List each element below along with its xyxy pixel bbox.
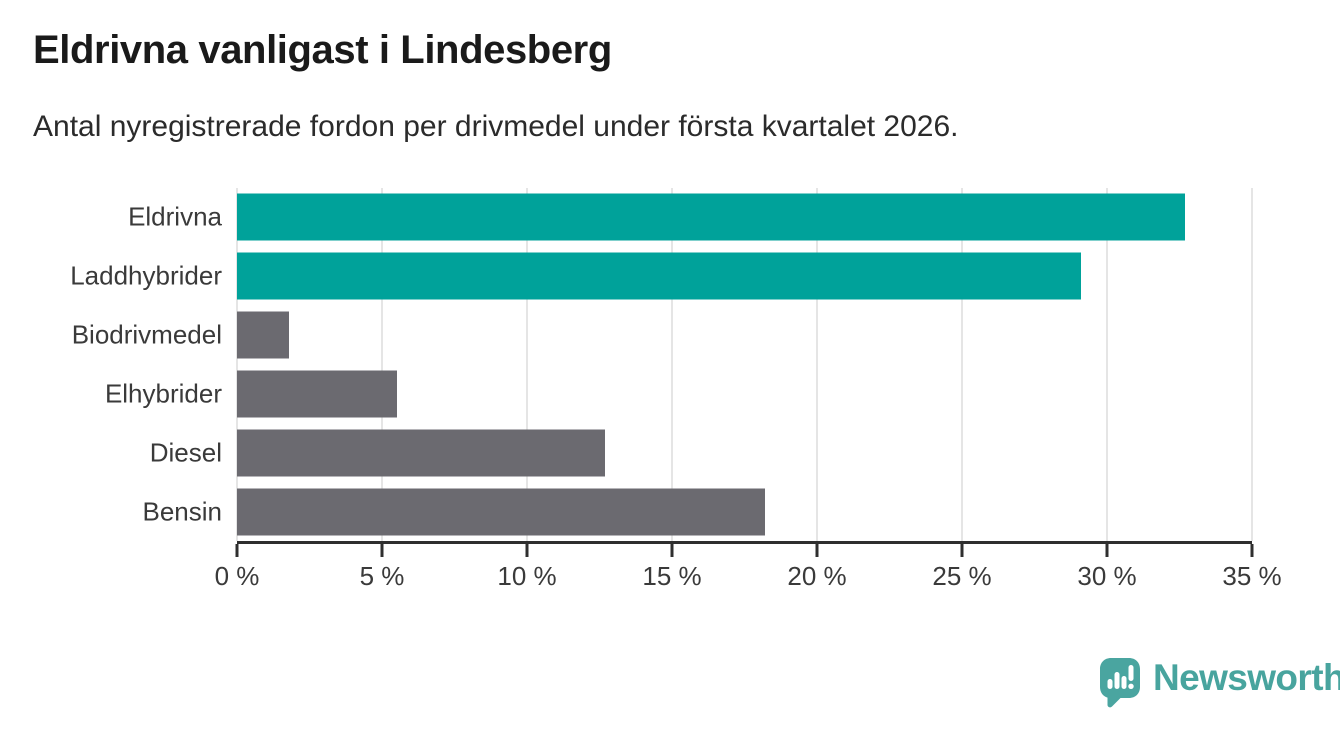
bar-label: Diesel (149, 437, 222, 468)
bar (237, 488, 765, 536)
bar (237, 252, 1081, 300)
bar-label: Bensin (142, 496, 223, 527)
x-axis-tick (1105, 544, 1109, 557)
x-axis-tick (1250, 544, 1254, 557)
gridlines (236, 188, 1253, 541)
bar-chart: Eldrivna Laddhybrider Biodrivmedel Elhybrid… (0, 188, 1340, 618)
x-axis-tick (815, 544, 819, 557)
x-axis-tick-label: 10 % (497, 561, 557, 591)
gridline (1251, 188, 1253, 541)
gridline (671, 188, 673, 541)
x-axis-tick-label: 15 % (642, 561, 702, 591)
chart-title: Eldrivna vanligast i Lindesberg (33, 28, 612, 72)
chart-subtitle: Antal nyregistrerade fordon per drivmede… (33, 110, 959, 143)
bar (237, 370, 397, 418)
x-axis-tick-label: 35 % (1222, 561, 1282, 591)
bar (237, 193, 1186, 241)
bar-label: Laddhybrider (70, 260, 222, 291)
x-axis-tick-label: 30 % (1077, 561, 1137, 591)
newsworthy-logo[interactable]: Newsworthy (1098, 656, 1340, 710)
x-axis-tick (525, 544, 529, 557)
x-axis-tick-label: 25 % (932, 561, 992, 591)
x-axis-tick (235, 544, 239, 557)
x-axis-tick-label: 0 % (214, 561, 260, 591)
x-axis-tick (380, 544, 384, 557)
bar (237, 311, 290, 359)
x-axis-tick-label: 5 % (359, 561, 405, 591)
gridline (236, 188, 238, 541)
x-axis: 0 % 5 % 10 % 15 % 20 % 25 % 30 % 35 % (215, 541, 1282, 591)
bar-label: Elhybrider (104, 378, 222, 409)
bar-rows: Eldrivna Laddhybrider Biodrivmedel Elhybrid… (70, 188, 1252, 541)
x-axis-tick-label: 20 % (787, 561, 847, 591)
bar-row: Bensin (143, 482, 1252, 541)
newsworthy-logo-text: Newsworthy (1153, 657, 1340, 698)
gridline (381, 188, 383, 541)
plot-area: Eldrivna Laddhybrider Biodrivmedel Elhybrid… (70, 188, 1253, 541)
gridline (526, 188, 528, 541)
x-axis-tick (960, 544, 964, 557)
bar-row: Biodrivmedel (72, 306, 1252, 365)
gridline (961, 188, 963, 541)
bar (237, 429, 606, 477)
bar-row: Laddhybrider (70, 247, 1252, 306)
newsworthy-bubble-icon (1100, 658, 1140, 708)
bar-label: Eldrivna (128, 201, 222, 232)
bar-label: Biodrivmedel (71, 319, 222, 350)
x-axis-tick (670, 544, 674, 557)
bar-row: Diesel (150, 423, 1252, 482)
bar-row: Elhybrider (105, 364, 1252, 423)
bar-row: Eldrivna (128, 188, 1252, 247)
gridline (1106, 188, 1108, 541)
gridline (816, 188, 818, 541)
